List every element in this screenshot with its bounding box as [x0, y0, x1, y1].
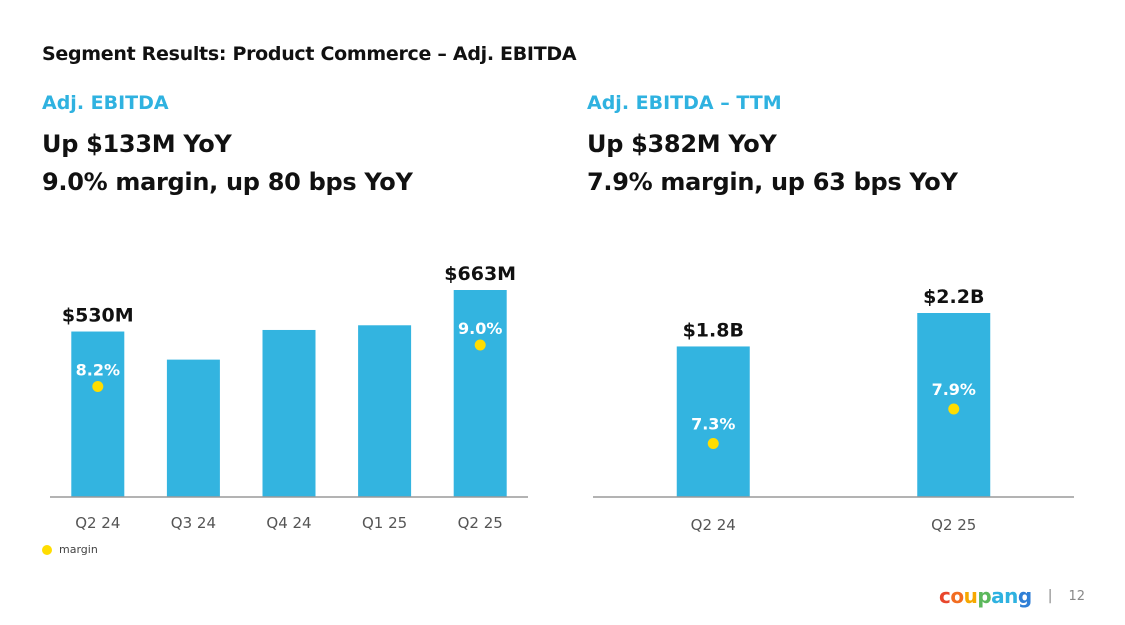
bar-value-label: $663M: [444, 263, 516, 285]
margin-label: 8.2%: [76, 361, 120, 380]
right-kicker: Adj. EBITDA – TTM: [587, 92, 782, 114]
footer-separator: |: [1047, 588, 1053, 604]
logo-letter: a: [991, 584, 1005, 608]
slide-title: Segment Results: Product Commerce – Adj.…: [42, 43, 577, 65]
margin-dot: [474, 339, 486, 351]
x-tick-label: Q2 24: [75, 514, 120, 532]
legend-label: margin: [59, 543, 98, 556]
bar-q2-24: [71, 331, 125, 497]
page-number: 12: [1068, 588, 1085, 604]
bar-q1-25: [358, 325, 412, 497]
chart-legend: margin: [42, 543, 98, 556]
x-tick-label: Q4 24: [266, 514, 311, 532]
bar-q3-24: [166, 359, 220, 497]
left-headline-yoy: Up $133M YoY: [42, 130, 232, 158]
left-headline-margin: 9.0% margin, up 80 bps YoY: [42, 168, 413, 196]
logo-letter: n: [1004, 584, 1018, 608]
x-tick-label: Q3 24: [171, 514, 216, 532]
bar-q2-25: [453, 290, 507, 497]
right-headline-yoy: Up $382M YoY: [587, 130, 777, 158]
logo-letter: c: [938, 584, 951, 608]
margin-legend-dot-icon: [42, 544, 52, 555]
margin-dot: [92, 381, 104, 393]
logo-letter: o: [950, 584, 964, 608]
margin-label: 9.0%: [458, 319, 502, 338]
footer: coupang | 12: [939, 584, 1085, 608]
right-headline-margin: 7.9% margin, up 63 bps YoY: [587, 168, 958, 196]
coupang-logo: coupang: [939, 584, 1032, 608]
logo-letter: u: [963, 584, 978, 608]
x-tick-label: Q2 25: [458, 514, 503, 532]
bar-value-label: $530M: [62, 305, 134, 327]
logo-letter: p: [977, 584, 992, 608]
left-kicker: Adj. EBITDA: [42, 92, 169, 114]
logo-letter: g: [1017, 584, 1032, 608]
bar-q4-24: [262, 329, 316, 497]
x-tick-label: Q1 25: [362, 514, 407, 532]
